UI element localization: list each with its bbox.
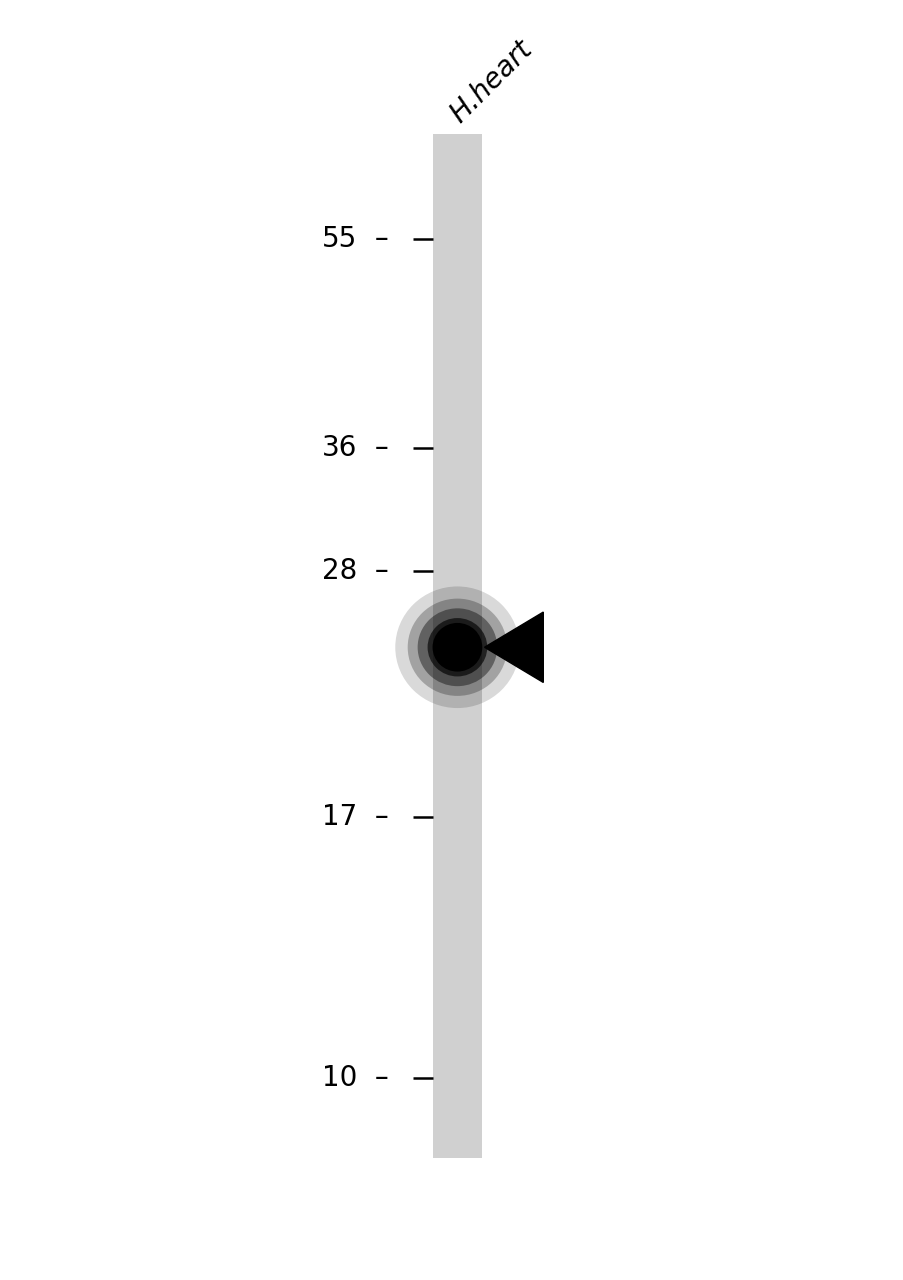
- Text: H.heart: H.heart: [444, 35, 537, 128]
- Ellipse shape: [432, 623, 482, 672]
- Text: 17: 17: [321, 803, 357, 831]
- Text: 28: 28: [321, 557, 357, 585]
- Text: –: –: [366, 1065, 388, 1092]
- Polygon shape: [484, 612, 543, 682]
- Text: –: –: [366, 434, 388, 462]
- Ellipse shape: [395, 586, 519, 708]
- Ellipse shape: [427, 618, 487, 676]
- Text: –: –: [366, 225, 388, 253]
- Text: 55: 55: [321, 225, 357, 253]
- Bar: [433, 134, 481, 1158]
- Text: 10: 10: [321, 1065, 357, 1092]
- Text: –: –: [366, 557, 388, 585]
- Text: 36: 36: [321, 434, 357, 462]
- Ellipse shape: [407, 599, 507, 696]
- Text: –: –: [366, 803, 388, 831]
- Ellipse shape: [417, 608, 497, 686]
